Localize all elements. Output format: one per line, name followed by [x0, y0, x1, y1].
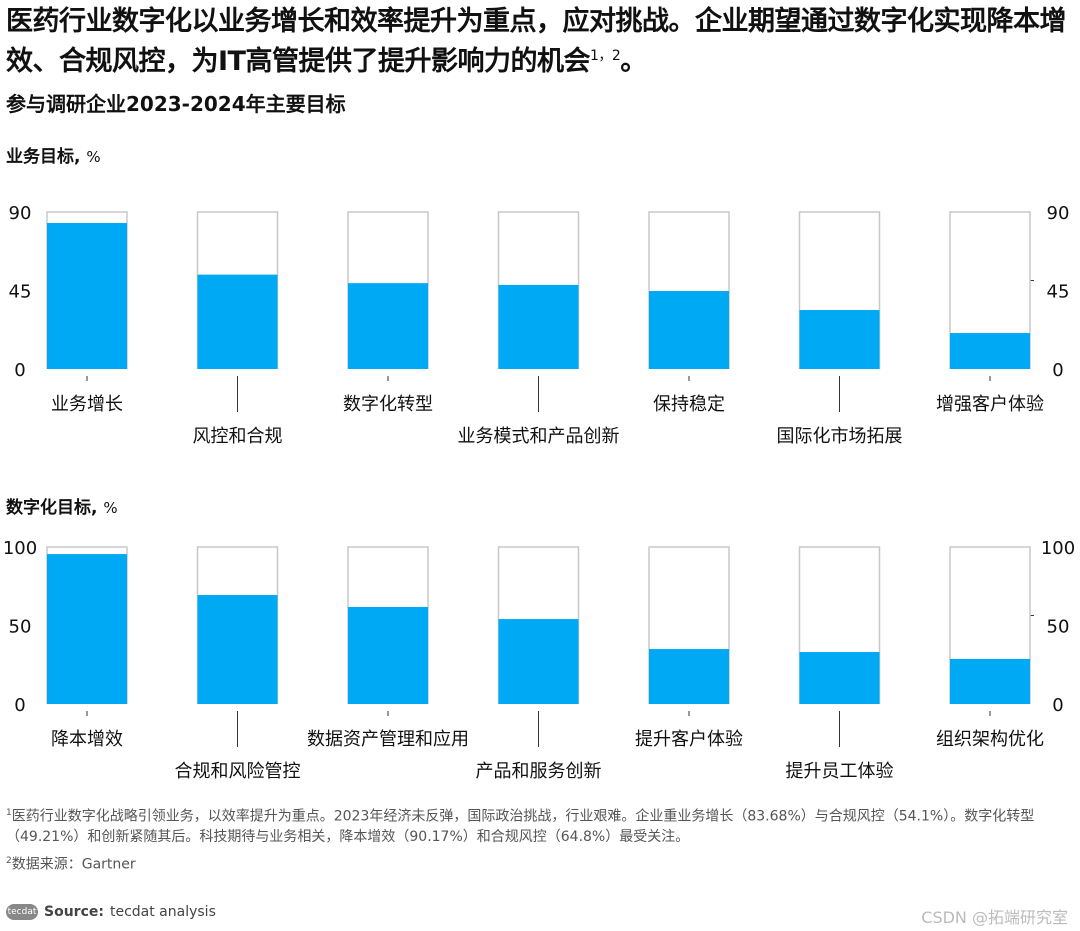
y-tick-right: 0 — [1052, 695, 1063, 716]
chart-subtitle: 参与调研企业2023-2024年主要目标 — [6, 92, 346, 116]
bar-风控和合规 — [197, 274, 278, 369]
x-tick-label: 国际化市场拓展 — [777, 426, 903, 447]
bar-frame — [798, 546, 881, 704]
x-tick-label: 合规和风险管控 — [175, 761, 301, 782]
x-tick-label: 数据资产管理和应用 — [307, 729, 469, 750]
bar-保持稳定 — [649, 291, 729, 369]
digital-section-title: 数字化目标, % — [6, 498, 118, 518]
x-tick-label: 业务模式和产品创新 — [458, 426, 620, 447]
bar-frame — [798, 211, 881, 369]
x-tick-label: 保持稳定 — [653, 394, 725, 415]
bar-产品和服务创新 — [498, 619, 579, 704]
x-tick-label: 业务增长 — [51, 394, 123, 415]
x-tick-label: 增强客户体验 — [936, 394, 1044, 415]
bar-frame — [648, 211, 730, 369]
x-tick-label: 提升员工体验 — [786, 761, 894, 782]
x-tick-label: 组织架构优化 — [936, 729, 1044, 750]
bar-数据资产管理和应用 — [348, 606, 428, 704]
y-tick-right: 50 — [1047, 617, 1070, 638]
y-tick-left: 0 — [14, 360, 25, 381]
y-tick-left: 50 — [9, 617, 32, 638]
y-tick-right: 90 — [1047, 203, 1070, 224]
bar-业务增长 — [47, 223, 127, 369]
x-tick-label: 降本增效 — [51, 729, 123, 750]
business-section-title: 业务目标, % — [6, 147, 101, 167]
y-tick-right: 0 — [1052, 360, 1063, 381]
bar-国际化市场拓展 — [799, 310, 880, 369]
x-tick-label: 产品和服务创新 — [476, 761, 602, 782]
y-tick-left: 100 — [3, 538, 37, 559]
footnote-1: 1医药行业数字化战略引领业务，以效率提升为重点。2023年经济未反弹，国际政治挑… — [6, 808, 1035, 845]
x-tick-label: 提升客户体验 — [635, 729, 743, 750]
bar-frame — [949, 211, 1031, 369]
bar-数字化转型 — [348, 283, 428, 369]
y-tick-left: 0 — [14, 695, 25, 716]
bar-增强客户体验 — [950, 333, 1030, 369]
watermark: CSDN @拓端研究室 — [921, 908, 1068, 927]
bar-业务模式和产品创新 — [498, 284, 579, 369]
footnotes: 1医药行业数字化战略引领业务，以效率提升为重点。2023年经济未反弹，国际政治挑… — [6, 803, 1076, 874]
bar-frame — [648, 546, 730, 704]
y-tick-right: 100 — [1041, 538, 1075, 559]
tecdat-logo: tecdat — [6, 904, 38, 920]
x-tick-label: 风控和合规 — [193, 426, 283, 447]
footnote-2: 2数据来源：Gartner — [6, 855, 136, 873]
y-tick-left: 45 — [9, 282, 32, 303]
bar-降本增效 — [47, 554, 127, 704]
bar-合规和风险管控 — [197, 595, 278, 704]
bar-frame — [949, 546, 1031, 704]
bar-提升员工体验 — [799, 652, 880, 704]
y-tick-right: 45 — [1047, 282, 1070, 303]
bar-组织架构优化 — [950, 658, 1030, 704]
x-tick-label: 数字化转型 — [343, 394, 433, 415]
page-title: 医药行业数字化以业务增长和效率提升为重点，应对挑战。企业期望通过数字化实现降本增… — [6, 6, 1067, 77]
source-line: tecdat Source: tecdat analysis — [6, 904, 216, 920]
bar-提升客户体验 — [649, 649, 729, 704]
y-tick-left: 90 — [9, 203, 32, 224]
